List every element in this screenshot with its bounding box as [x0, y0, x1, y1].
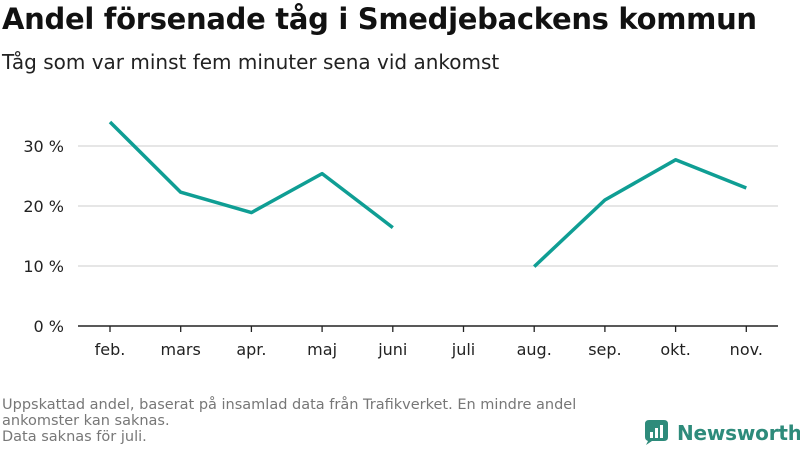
x-tick-label: sep.: [588, 340, 621, 359]
y-tick-label: 20 %: [23, 197, 64, 216]
series-line: [108, 120, 394, 229]
newsworthy-logo-icon: [645, 420, 668, 445]
chart-title: Andel försenade tåg i Smedjebackens komm…: [2, 2, 757, 36]
chart-subtitle: Tåg som var minst fem minuter sena vid a…: [2, 50, 500, 74]
brand-label: Newsworthy: [677, 420, 800, 445]
x-tick-label: aug.: [517, 340, 552, 359]
x-tick-label: mars: [161, 340, 201, 359]
x-tick-label: juli: [451, 340, 475, 359]
series-line: [533, 158, 747, 268]
footnote-line-1: Uppskattad andel, baserat på insamlad da…: [2, 397, 577, 429]
line-chart: 0 % 10 % 20 % 30 % feb. mars apr. maj juni juli au…: [23, 120, 778, 359]
y-tick-label: 30 %: [23, 137, 64, 156]
x-tick-label: feb.: [95, 340, 126, 359]
x-tick-label: maj: [307, 340, 337, 359]
x-tick-label: apr.: [236, 340, 266, 359]
x-tick-label: okt.: [660, 340, 690, 359]
x-tick-label: juni: [377, 340, 407, 359]
y-tick-label: 10 %: [23, 257, 64, 276]
footnote: Uppskattad andel, baserat på insamlad da…: [2, 397, 652, 445]
x-tick-label: nov.: [730, 340, 763, 359]
brand-logo: Newsworthy: [643, 419, 800, 446]
footnote-line-2: Data saknas för juli.: [2, 429, 147, 445]
y-tick-label: 0 %: [34, 317, 64, 336]
